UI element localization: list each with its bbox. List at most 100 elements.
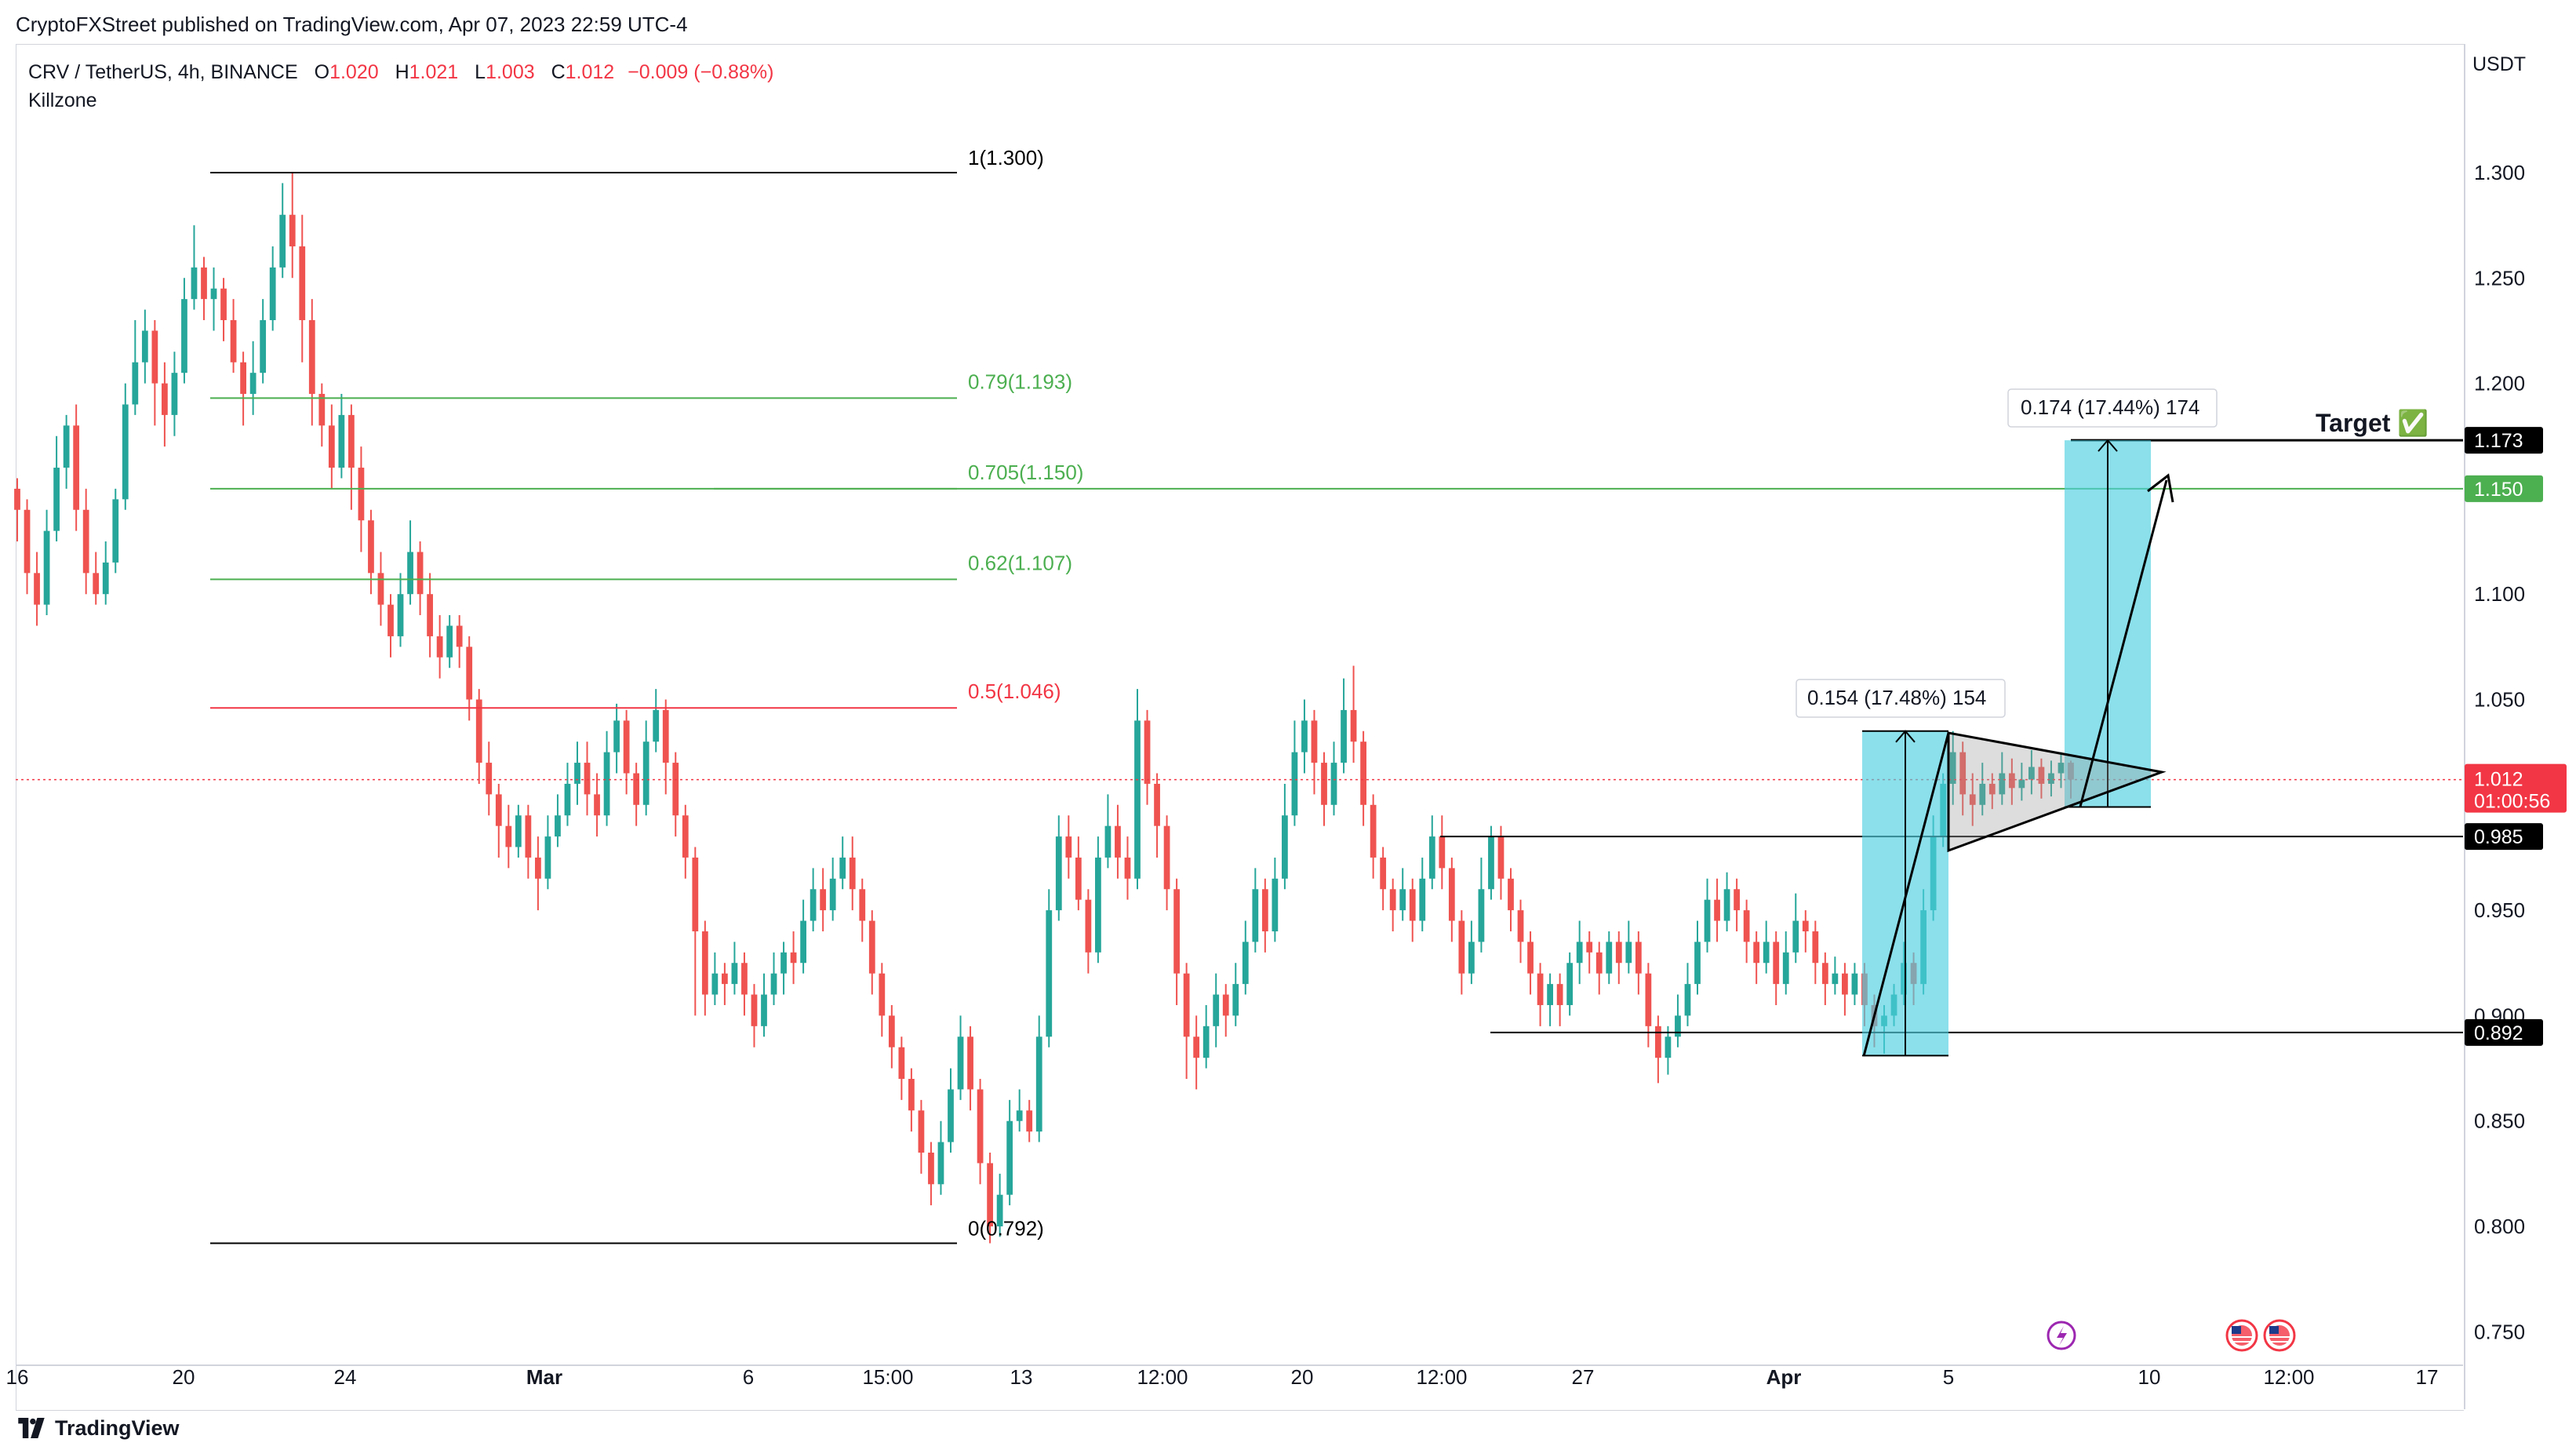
candle [701,931,708,995]
measure-label: 0.174 (17.44%) 174 [2021,395,2199,419]
candle [908,1078,915,1111]
x-tick-label: 13 [1010,1365,1033,1389]
candle [1645,973,1652,1026]
price-label: 0.985 [2474,826,2523,848]
us-flag-event-icon [2232,1326,2241,1334]
candle [102,562,109,595]
x-tick-label: 5 [1943,1365,1954,1389]
candle [1213,994,1220,1026]
open-value: 1.020 [329,61,379,83]
candle [987,1163,993,1226]
candle [594,794,600,816]
fib-label: 1(1.300) [968,146,1044,169]
candle [1448,868,1455,921]
y-axis-title: USDT [2472,53,2526,75]
x-tick-label: 17 [2416,1365,2439,1389]
fib-label: 0.62(1.107) [968,551,1072,574]
candle [358,468,365,521]
candle [1753,942,1760,964]
candle [1949,752,1956,784]
candle [731,963,738,985]
candle [1704,899,1711,942]
candle [820,889,827,911]
measure-arrowhead [2098,439,2118,452]
candle [555,815,561,837]
symbol-name[interactable]: CRV / TetherUS, 4h, BINANCE [28,61,298,83]
candle [692,857,699,931]
candle [525,815,532,858]
measure-label: 0.154 (17.48%) 154 [1807,686,1986,709]
candle [368,520,374,574]
countdown-label: 01:00:56 [2474,791,2550,813]
candle [1566,963,1574,1005]
candle [1468,942,1475,974]
x-tick-label: 12:00 [1416,1365,1467,1389]
footer-brand: TradingView [55,1415,180,1440]
candle [1842,973,1848,995]
candle [289,214,296,247]
candle [1291,752,1298,816]
tradingview-logo-icon[interactable] [16,1418,47,1438]
high-value: 1.021 [409,61,459,83]
candle [957,1036,964,1090]
candle [505,825,512,847]
candle [839,857,846,879]
candle [544,836,551,879]
candle [1497,836,1504,879]
candle [1792,920,1799,953]
candle [1606,942,1613,974]
candle [1517,910,1524,942]
candle [112,499,119,563]
x-tick-label: 27 [1572,1365,1595,1389]
candle [34,573,40,605]
candle [1556,984,1563,1005]
candle [220,288,227,321]
candle [1380,857,1387,890]
candle [1537,973,1544,1005]
candle [1665,1036,1672,1058]
candle [1242,942,1249,985]
candle [407,552,413,595]
close-value: 1.012 [565,61,615,83]
candle [1734,889,1740,911]
y-tick-label: 1.200 [2474,372,2525,395]
candle [1330,763,1337,805]
candle [1282,815,1288,879]
candle [162,383,168,415]
candle [486,763,493,795]
price-label: 1.173 [2474,430,2523,452]
candle [1743,910,1750,942]
candle [1586,942,1593,953]
candle [642,741,649,805]
candle [1075,857,1082,900]
candle [937,1142,944,1185]
candle [1026,1110,1033,1132]
candle [868,920,875,974]
candle [1782,952,1789,985]
candle [1979,783,1986,805]
x-tick-label: 10 [2138,1365,2161,1389]
candle [1321,763,1327,805]
candle [1065,836,1072,858]
candle [1615,942,1622,964]
candle [1144,720,1151,784]
candle [1399,889,1406,911]
candle [1625,942,1632,964]
candle [1134,720,1141,879]
candle [181,299,187,373]
candle [928,1152,934,1185]
candle [918,1110,925,1153]
candle [1675,1015,1681,1037]
candle [495,794,502,826]
high-label: H [395,61,409,83]
candle [73,425,80,510]
candle [328,425,335,468]
candle [1723,889,1730,921]
candle [387,604,394,636]
candle [1419,878,1426,921]
indicator-name[interactable]: Killzone [28,89,97,111]
candle [1173,889,1180,974]
candle [1821,963,1828,985]
candle [711,973,719,995]
